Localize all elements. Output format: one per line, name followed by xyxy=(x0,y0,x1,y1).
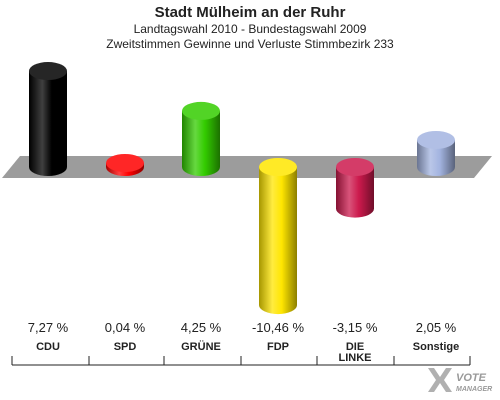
value-label-spd: 0,04 % xyxy=(105,320,146,335)
value-label-die-linke: -3,15 % xyxy=(333,320,378,335)
bars-group xyxy=(29,62,455,315)
bar-body-gr-ne xyxy=(182,110,220,176)
bar-top-sonstige xyxy=(417,130,455,149)
logo-text-vote: VOTE xyxy=(456,372,487,384)
bar-spd xyxy=(106,154,144,176)
bar-top-cdu xyxy=(29,62,67,81)
value-label-sonstige: 2,05 % xyxy=(416,320,457,335)
category-label-die-linke-line-1: DIE xyxy=(346,341,364,353)
bar-top-spd xyxy=(106,154,144,172)
category-ticks-group xyxy=(11,356,471,365)
category-label-die-linke-line-2: LINKE xyxy=(339,352,372,364)
category-label-gr-ne: GRÜNE xyxy=(181,340,221,353)
logo-text-manager: MANAGER xyxy=(456,386,492,393)
value-label-gr-ne: 4,25 % xyxy=(181,320,222,335)
bar-body-die-linke xyxy=(336,167,374,218)
value-label-fdp: -10,46 % xyxy=(252,320,304,335)
category-label-sonstige: Sonstige xyxy=(413,341,459,353)
bar-top-gr-ne xyxy=(182,101,220,120)
check-mark-icon xyxy=(428,368,452,392)
chart-title: Stadt Mülheim an der Ruhr xyxy=(155,4,346,21)
bar-die-linke xyxy=(336,158,374,218)
vote-manager-logo: VOTE MANAGER xyxy=(428,368,492,393)
chart-subtitle-1: Landtagswahl 2010 - Bundestagswahl 2009 xyxy=(134,22,367,36)
bar-body-cdu xyxy=(29,71,67,176)
category-label-spd: SPD xyxy=(114,341,137,353)
chart-subtitle-2: Zweitstimmen Gewinne und Verluste Stimmb… xyxy=(106,37,394,51)
bar-gr-ne xyxy=(182,101,220,176)
bar-body-fdp xyxy=(259,167,297,315)
bar-top-fdp xyxy=(259,158,297,176)
category-label-cdu: CDU xyxy=(36,341,60,353)
bar-fdp xyxy=(259,158,297,315)
bar-sonstige xyxy=(417,130,455,176)
bar-top-die-linke xyxy=(336,158,374,176)
value-label-cdu: 7,27 % xyxy=(28,320,69,335)
value-labels-group: 7,27 % 0,04 % 4,25 % -10,46 % -3,15 % 2,05 % xyxy=(28,320,457,335)
category-label-fdp: FDP xyxy=(267,341,289,353)
bar-body-sonstige xyxy=(417,139,455,176)
bar-cdu xyxy=(29,62,67,176)
